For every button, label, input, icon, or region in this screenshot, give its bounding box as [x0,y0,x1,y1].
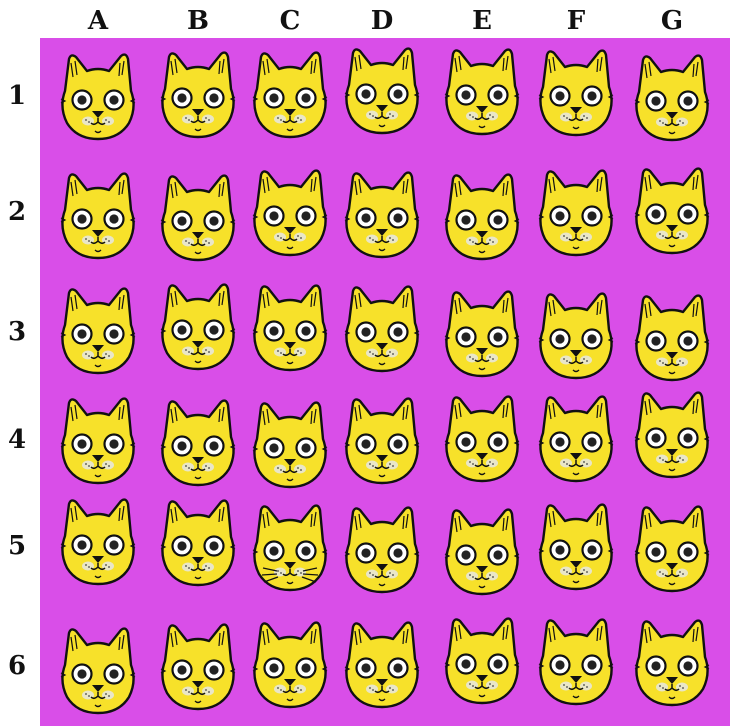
cat-face-a4[interactable] [55,391,141,489]
cat-face-d1[interactable] [339,41,425,139]
cat-face-e3[interactable] [439,284,525,382]
cat-face-b1[interactable] [155,45,241,143]
cat-face-d5[interactable] [339,500,425,598]
cat-face-c1[interactable] [247,45,333,143]
column-label-d: D [370,6,394,36]
cat-face-b5[interactable] [155,493,241,591]
cat-face-f3[interactable] [533,286,619,384]
cat-face-g6[interactable] [629,613,715,711]
cat-face-d6[interactable] [339,615,425,713]
cat-face-g5[interactable] [629,499,715,597]
cat-face-a5[interactable] [55,492,141,590]
cat-face-c3[interactable] [247,278,333,376]
cat-face-c5-whiskers[interactable] [247,498,333,596]
cat-face-b2[interactable] [155,168,241,266]
cat-face-c4[interactable] [247,395,333,493]
column-label-g: G [660,6,684,36]
cat-face-g4[interactable] [629,385,715,483]
column-label-b: B [187,6,209,36]
cat-face-f1[interactable] [533,43,619,141]
cat-face-e2[interactable] [439,167,525,265]
cat-face-a6[interactable] [55,621,141,719]
column-label-e: E [472,6,492,36]
cat-face-d4[interactable] [339,391,425,489]
cat-face-a1[interactable] [55,47,141,145]
puzzle-board [40,38,730,726]
cat-face-b3[interactable] [155,277,241,375]
cat-face-g1[interactable] [629,48,715,146]
cat-face-d3[interactable] [339,279,425,377]
cat-face-e4[interactable] [439,389,525,487]
row-label-5: 5 [7,531,27,561]
cat-face-c2[interactable] [247,163,333,261]
cat-face-d2[interactable] [339,165,425,263]
cat-face-f6[interactable] [533,612,619,710]
cat-face-g2[interactable] [629,161,715,259]
row-label-4: 4 [7,425,27,455]
column-label-f: F [566,6,586,36]
row-label-1: 1 [7,81,27,111]
row-label-6: 6 [7,651,27,681]
row-label-2: 2 [7,197,27,227]
cat-face-b4[interactable] [155,393,241,491]
cat-face-e6[interactable] [439,611,525,709]
column-label-c: C [279,6,301,36]
cat-face-f5[interactable] [533,497,619,595]
cat-face-e5[interactable] [439,502,525,600]
cat-face-a2[interactable] [55,166,141,264]
cat-face-c6[interactable] [247,615,333,713]
column-label-a: A [87,6,109,36]
cat-face-e1[interactable] [439,42,525,140]
cat-face-b6[interactable] [155,617,241,715]
cat-face-g3[interactable] [629,288,715,386]
cat-face-a3[interactable] [55,281,141,379]
row-label-3: 3 [7,317,27,347]
cat-face-f2[interactable] [533,163,619,261]
cat-face-f4[interactable] [533,389,619,487]
whiskers [261,567,319,583]
